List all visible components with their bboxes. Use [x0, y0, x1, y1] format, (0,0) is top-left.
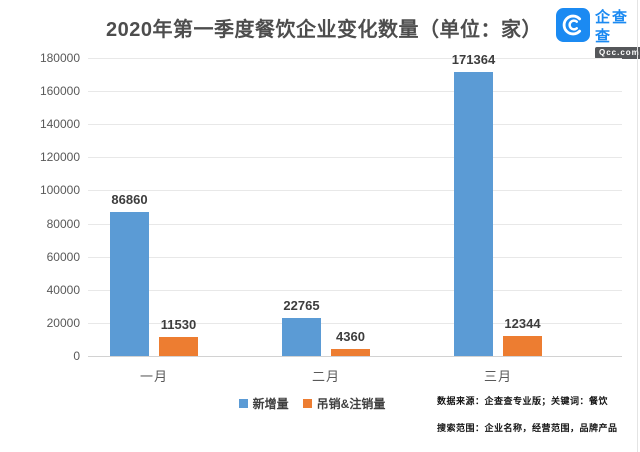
bar-value-label: 11530 [160, 316, 197, 332]
bar-value-label: 86860 [111, 192, 148, 208]
footnote-scope: 搜索范围：企业名称，经营范围，品牌产品 [437, 423, 618, 433]
gridline [88, 256, 622, 258]
legend-swatch [302, 399, 312, 408]
bar-value-label: 4360 [336, 328, 365, 344]
plot-area: 86860 11530 22765 4360 171364 12344 [88, 52, 622, 357]
y-tick-label: 60000 [46, 249, 80, 264]
y-tick-label: 20000 [46, 315, 80, 330]
bar-吊销&注销量-一月 [159, 336, 198, 356]
qcc-logo-domain: Qcc.com [595, 47, 640, 59]
qcc-logo-name: 企查查 [595, 9, 630, 45]
bar-group-3: 171364 12344 [452, 52, 542, 356]
bar-value-label: 12344 [504, 315, 541, 331]
y-tick-label: 0 [73, 349, 80, 363]
y-tick-label: 140000 [39, 117, 80, 132]
qcc-logo-icon [556, 8, 590, 42]
legend-item-吊销&注销量: 吊销&注销量 [302, 395, 386, 412]
gridline [88, 91, 622, 93]
x-category-label: 一月 [139, 369, 168, 384]
qcc-logo: 企查查 Qcc.com [556, 8, 640, 59]
x-category-label: 二月 [311, 369, 340, 384]
gridline [88, 356, 622, 357]
chart-legend: 新增量 吊销&注销量 [0, 395, 624, 412]
bar-group-1: 86860 11530 [110, 58, 198, 356]
x-category-label: 三月 [483, 369, 512, 384]
y-tick-label: 180000 [39, 51, 80, 65]
legend-item-新增量: 新增量 [238, 395, 289, 412]
bar-新增量-二月 [282, 318, 321, 356]
gridline [88, 124, 622, 126]
gridline [88, 223, 622, 225]
chart-title: 2020年第一季度餐饮企业变化数量（单位：家） [106, 19, 542, 41]
gridline [88, 58, 622, 59]
legend-label: 新增量 [252, 397, 289, 411]
gridline [88, 322, 622, 324]
y-tick-label: 120000 [39, 150, 80, 165]
bar-吊销&注销量-二月 [331, 348, 370, 356]
bar-value-label: 171364 [451, 52, 496, 68]
gridline [88, 190, 622, 192]
bar-吊销&注销量-三月 [503, 335, 542, 356]
bar-group-2: 22765 4360 [282, 58, 370, 356]
bar-新增量-三月 [454, 72, 493, 356]
qcc-logo-text: 企查查 Qcc.com [595, 8, 640, 59]
footnote-source: 数据来源：企查查专业版；关键词：餐饮 [437, 396, 609, 406]
gridline [88, 289, 622, 291]
y-tick-label: 80000 [46, 216, 80, 231]
gridline [88, 157, 622, 159]
legend-swatch [238, 399, 248, 408]
y-tick-label: 40000 [46, 282, 80, 297]
bar-value-label: 22765 [283, 298, 320, 314]
y-tick-label: 160000 [39, 84, 80, 99]
y-tick-label: 100000 [39, 183, 80, 198]
legend-label: 吊销&注销量 [316, 397, 386, 411]
bar-新增量-一月 [110, 212, 149, 356]
page-edge-divider [637, 0, 638, 452]
